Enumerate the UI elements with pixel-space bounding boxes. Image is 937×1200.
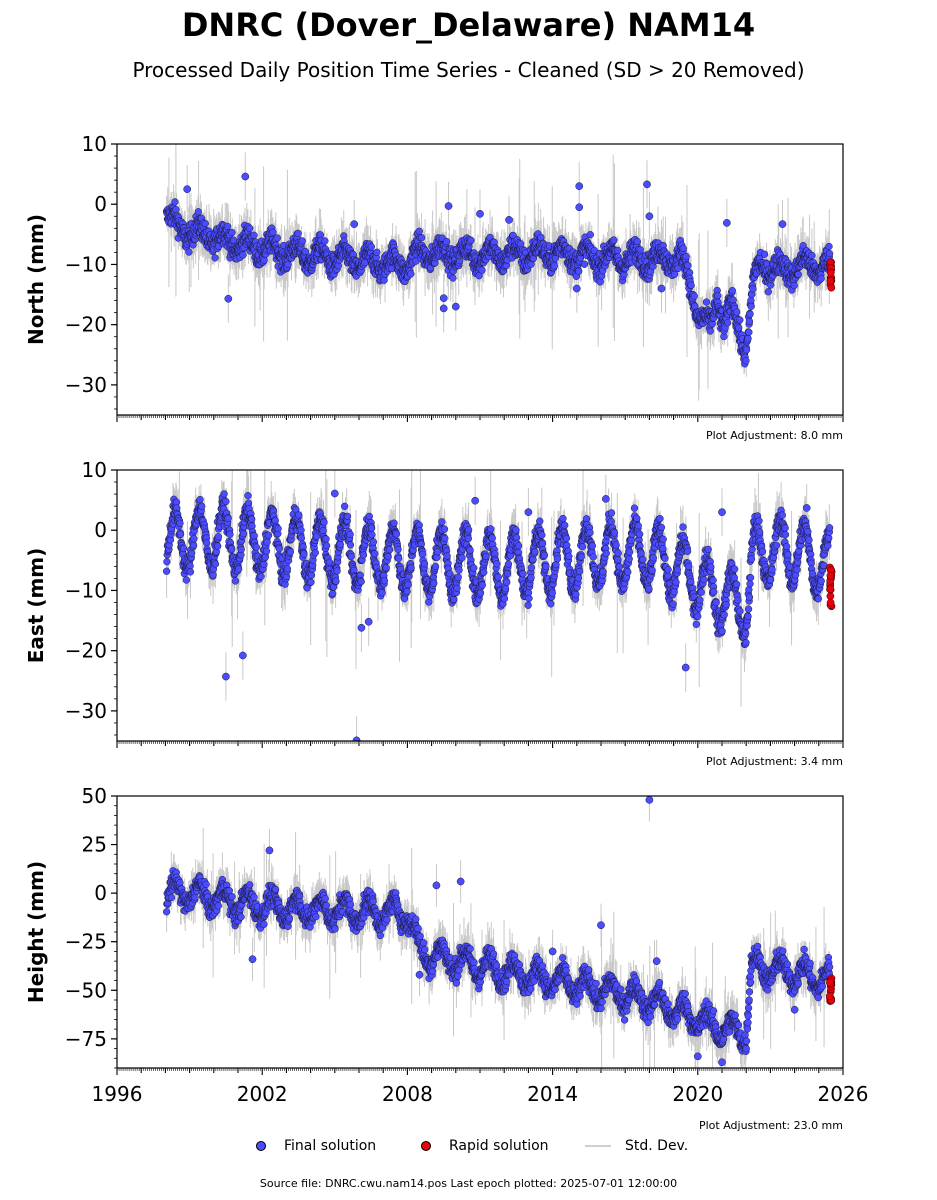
final-point <box>690 292 698 300</box>
final-point <box>610 236 618 244</box>
final-point <box>817 274 825 283</box>
outlier-point <box>439 294 448 303</box>
outlier-point <box>572 284 581 293</box>
y-axis-label: North (mm) <box>24 214 48 345</box>
outlier-point <box>643 180 651 189</box>
final-point <box>223 222 232 231</box>
final-point <box>550 262 558 270</box>
final-point <box>172 205 180 214</box>
y-tick-label: 0 <box>94 192 107 216</box>
final-point <box>745 328 753 336</box>
y-tick-label: −30 <box>65 373 107 397</box>
final-point <box>415 227 423 235</box>
final-point <box>442 237 451 246</box>
rapid-point <box>826 268 835 277</box>
final-point <box>684 261 692 270</box>
outlier-point <box>224 294 233 303</box>
final-point <box>613 246 622 255</box>
final-point <box>373 248 381 256</box>
final-point <box>239 251 247 259</box>
final-point <box>742 346 751 354</box>
final-point <box>201 219 209 228</box>
final-point <box>735 324 743 332</box>
rapid-point <box>826 277 835 285</box>
final-point <box>744 335 752 343</box>
final-point <box>273 234 281 242</box>
final-point <box>580 260 589 268</box>
outlier-point <box>505 216 513 224</box>
outlier-point <box>439 304 448 313</box>
outlier-point <box>778 220 787 228</box>
final-point <box>298 237 306 245</box>
final-points-0 <box>162 172 834 368</box>
final-point <box>736 316 744 324</box>
y-tick-label: −20 <box>65 313 107 337</box>
final-point <box>301 247 310 256</box>
final-point <box>825 249 834 258</box>
final-point <box>380 276 388 284</box>
final-point <box>596 278 604 286</box>
final-point <box>702 298 711 306</box>
final-point <box>687 281 695 289</box>
final-point <box>294 229 302 237</box>
final-point <box>449 274 457 282</box>
outlier-point <box>183 185 192 194</box>
final-point <box>742 357 750 365</box>
final-point <box>749 285 757 293</box>
final-point <box>794 270 802 279</box>
rapid-point <box>827 283 836 292</box>
final-point <box>537 233 545 242</box>
outlier-point <box>722 219 731 227</box>
final-point <box>228 228 236 237</box>
final-point <box>682 252 690 261</box>
outlier-point <box>575 182 584 191</box>
y-tick-label: 10 <box>82 132 107 156</box>
final-point <box>586 231 594 239</box>
final-point <box>724 319 732 327</box>
outlier-point <box>476 210 484 218</box>
final-point <box>284 260 292 269</box>
final-point <box>747 302 755 310</box>
chart-subtitle: Processed Daily Position Time Series - C… <box>132 58 805 82</box>
final-point <box>194 208 202 216</box>
final-point <box>575 267 583 275</box>
final-point <box>636 246 644 254</box>
final-point <box>728 287 736 295</box>
outlier-point <box>451 302 460 311</box>
y-tick-label: −10 <box>65 252 107 276</box>
final-point <box>764 288 772 296</box>
outlier-point <box>350 220 359 228</box>
outlier-point <box>645 212 654 221</box>
final-point <box>706 327 714 335</box>
outlier-point <box>657 284 666 293</box>
final-point <box>746 310 754 318</box>
final-point <box>367 243 375 251</box>
final-point <box>825 242 833 251</box>
final-point <box>211 254 219 262</box>
final-point <box>808 251 816 260</box>
final-point <box>407 270 415 278</box>
chart-title: DNRC (Dover_Delaware) NAM14 <box>181 6 756 44</box>
final-point <box>714 291 722 300</box>
final-point <box>478 266 486 274</box>
final-point <box>745 317 754 326</box>
final-point <box>185 248 193 256</box>
final-point <box>246 224 254 232</box>
outlier-point <box>444 202 453 210</box>
final-point <box>790 281 798 290</box>
final-point <box>467 236 475 244</box>
final-point <box>417 234 426 242</box>
final-point <box>321 237 329 245</box>
final-point <box>760 250 769 258</box>
final-point <box>733 308 741 316</box>
final-point <box>250 231 258 239</box>
outlier-point <box>575 203 584 212</box>
final-point <box>633 237 641 246</box>
final-point <box>679 244 687 253</box>
outlier-point <box>241 172 250 181</box>
final-point <box>269 228 277 236</box>
final-point <box>171 198 179 206</box>
